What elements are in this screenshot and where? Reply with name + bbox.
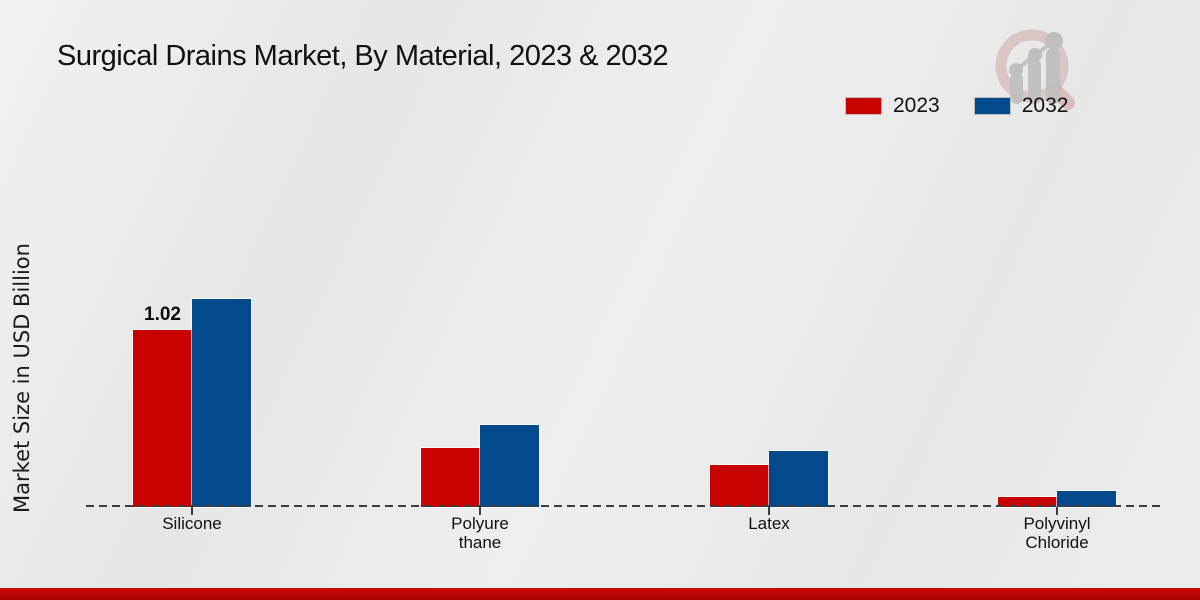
x-axis-baseline	[86, 505, 1162, 507]
bar-2032-group1	[192, 299, 251, 507]
x-axis-tick	[768, 507, 770, 515]
bar-2032-group4	[1057, 491, 1116, 507]
x-axis-tick	[191, 507, 193, 515]
bar-2023-group3	[710, 465, 769, 507]
legend-item-2023: 2023	[845, 94, 940, 118]
bar-2023-group1	[133, 330, 192, 507]
legend-swatch-2023	[845, 97, 882, 115]
x-axis-tick	[479, 507, 481, 515]
legend-swatch-2032	[973, 97, 1011, 115]
legend-item-2032: 2032	[973, 94, 1069, 118]
legend: 2023 2032	[845, 94, 1068, 118]
category-label: Polyvinyl Chloride	[1023, 514, 1091, 552]
x-axis-tick	[1056, 507, 1058, 515]
market-research-magnifier-logo	[995, 29, 1075, 110]
bar-2023-group4	[998, 497, 1057, 507]
category-label: Polyure thane	[451, 514, 509, 552]
category-label: Latex	[748, 514, 790, 533]
bar-2032-group2	[480, 425, 539, 507]
value-label-2023: 1.02	[144, 304, 181, 325]
chart-title: Surgical Drains Market, By Material, 202…	[57, 40, 669, 72]
category-label: Silicone	[162, 514, 222, 533]
legend-label-2032: 2032	[1021, 94, 1069, 117]
bar-2023-group2	[421, 448, 480, 507]
footer-accent-bar	[0, 588, 1200, 600]
legend-label-2023: 2023	[893, 94, 940, 117]
bar-2032-group3	[769, 451, 828, 507]
